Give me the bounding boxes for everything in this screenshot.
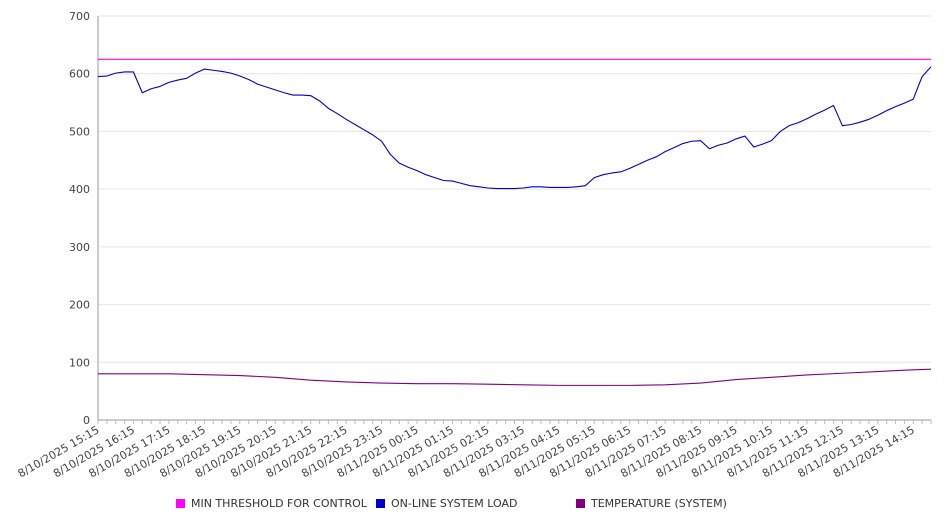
x-axis-ticks: 8/10/2025 15:158/10/2025 16:158/10/2025 … [16,423,917,480]
legend-label-min-threshold: MIN THRESHOLD FOR CONTROL [191,497,367,510]
legend-swatch-min-threshold [176,499,185,508]
legend-item-temperature[interactable]: TEMPERATURE (SYSTEM) [576,497,727,510]
legend-item-min-threshold[interactable]: MIN THRESHOLD FOR CONTROL [176,497,367,510]
grid-lines [98,15,931,363]
y-tick-label-700: 700 [69,10,90,23]
y-axis-ticks: 0 100 200 300 400 500 600 700 [69,10,90,427]
legend-swatch-temperature [576,499,585,508]
y-tick-label-400: 400 [69,183,90,196]
y-tick-label-500: 500 [69,125,90,138]
y-tick-label-300: 300 [69,241,90,254]
legend-swatch-system-load [376,499,385,508]
series-line-2 [98,368,932,386]
legend-label-system-load: ON-LINE SYSTEM LOAD [391,497,518,510]
y-tick-label-600: 600 [69,68,90,81]
legend-label-temperature: TEMPERATURE (SYSTEM) [591,497,727,510]
y-tick-label-100: 100 [69,356,90,369]
legend-item-system-load[interactable]: ON-LINE SYSTEM LOAD [376,497,517,510]
y-tick-label-0: 0 [83,414,90,427]
axes [97,16,932,424]
y-tick-label-200: 200 [69,299,90,312]
series-lines [97,58,932,386]
series-line-1 [97,66,932,190]
legend: MIN THRESHOLD FOR CONTROL ON-LINE SYSTEM… [0,497,946,515]
